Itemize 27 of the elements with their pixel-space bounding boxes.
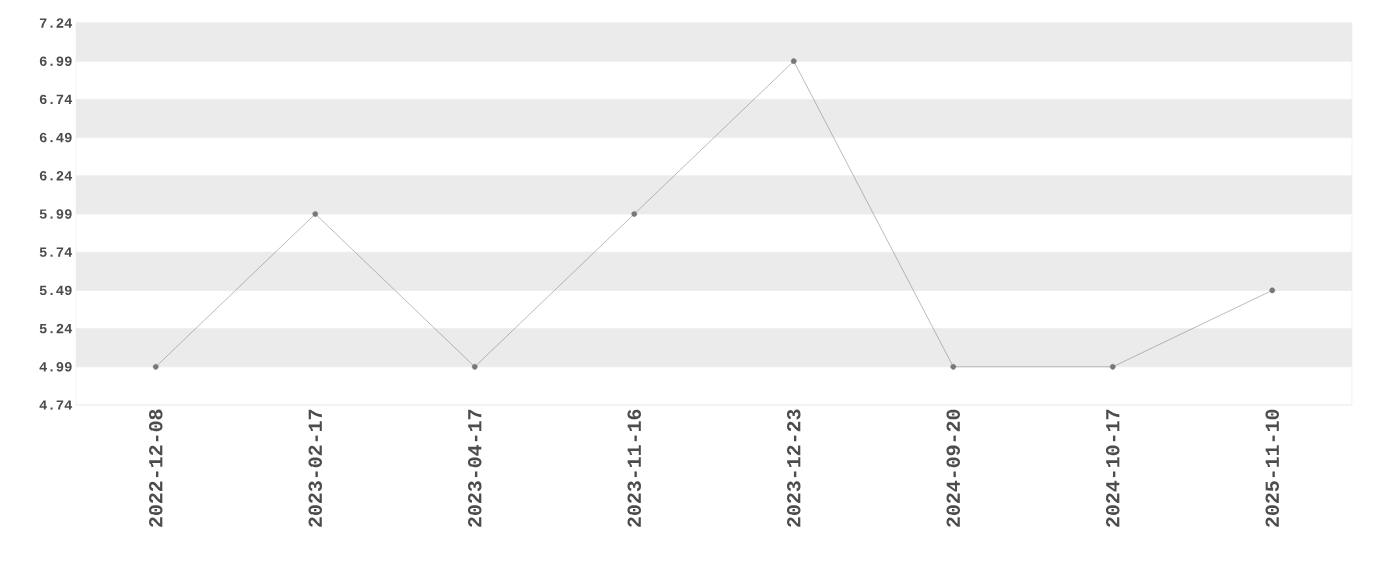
y-tick-label: 7.24 — [39, 18, 73, 28]
point — [471, 363, 478, 370]
point — [790, 58, 797, 65]
x-tick-label: 2024-10-17 — [1105, 409, 1120, 527]
point — [631, 211, 638, 217]
point — [1109, 363, 1116, 370]
y-tick-label: 4.99 — [39, 362, 72, 372]
y-tick-label: 6.24 — [39, 171, 73, 181]
point — [152, 363, 159, 370]
x-tick-label: 2023-02-17 — [308, 409, 323, 527]
x-tick-label: 2025-11-10 — [1265, 409, 1279, 527]
y-tick-label: 4.74 — [39, 400, 73, 410]
y-tick-label: 5.99 — [39, 209, 72, 219]
x-tick-label: 2024-09-20 — [946, 409, 961, 527]
y-tick-label: 6.74 — [39, 94, 73, 105]
x-tick-label: 2023-12-23 — [786, 409, 801, 527]
y-tick-label: 5.74 — [39, 247, 73, 257]
y-tick-label: 6.99 — [39, 56, 72, 66]
point — [1269, 287, 1276, 294]
x-tick-label: 2022-12-08 — [149, 409, 163, 527]
y-tick-label: 6.49 — [39, 132, 72, 143]
y-tick-label: 5.49 — [39, 285, 72, 296]
point — [950, 363, 957, 370]
x-tick-label: 2023-11-16 — [627, 409, 642, 527]
x-tick-label: 2023-04-17 — [467, 409, 482, 527]
y-tick-label: 5.24 — [39, 323, 73, 334]
point — [312, 211, 319, 217]
